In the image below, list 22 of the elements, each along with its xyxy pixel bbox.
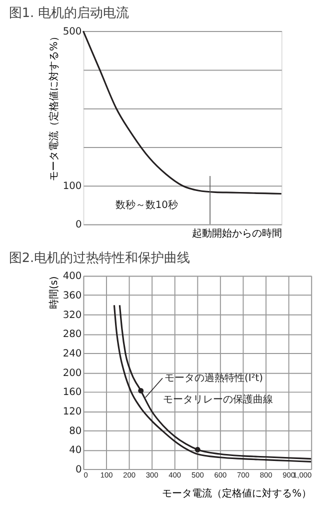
y-tick-label: 280 bbox=[62, 329, 82, 340]
y-tick-label: 240 bbox=[62, 348, 82, 360]
y-tick-label: 200 bbox=[62, 368, 82, 379]
chart-title: 图2.电机的过热特性和保护曲线 bbox=[8, 250, 190, 266]
y-tick-label: 120 bbox=[62, 406, 82, 418]
annotation: 数秒～数10秒 bbox=[115, 198, 178, 211]
x-axis-title: モータ電流（定格値に対する%） bbox=[162, 488, 312, 500]
y-tick-label: 360 bbox=[62, 290, 82, 302]
y-axis-title: モータ電流（定格値に対する%） bbox=[48, 32, 60, 181]
y-tick-label: 500 bbox=[62, 26, 82, 38]
y-tick-label: 320 bbox=[62, 310, 82, 321]
y-tick-label: 80 bbox=[69, 426, 82, 437]
annotation: モータリレーの保護曲線 bbox=[162, 393, 273, 406]
y-tick-label: 160 bbox=[62, 387, 82, 398]
y-tick-label: 40 bbox=[69, 445, 82, 456]
y-tick-label: 0 bbox=[75, 220, 82, 231]
y-tick-label: 400 bbox=[62, 271, 82, 282]
chart-title: 图1. 电机的启动电流 bbox=[8, 5, 130, 22]
y-tick-label: 100 bbox=[62, 181, 82, 192]
y-axis-title: 時間(s) bbox=[48, 276, 60, 310]
annotation: モータの過熱特性(I²t) bbox=[164, 372, 264, 384]
x-axis-title: 起動開始からの時間 bbox=[192, 228, 282, 240]
